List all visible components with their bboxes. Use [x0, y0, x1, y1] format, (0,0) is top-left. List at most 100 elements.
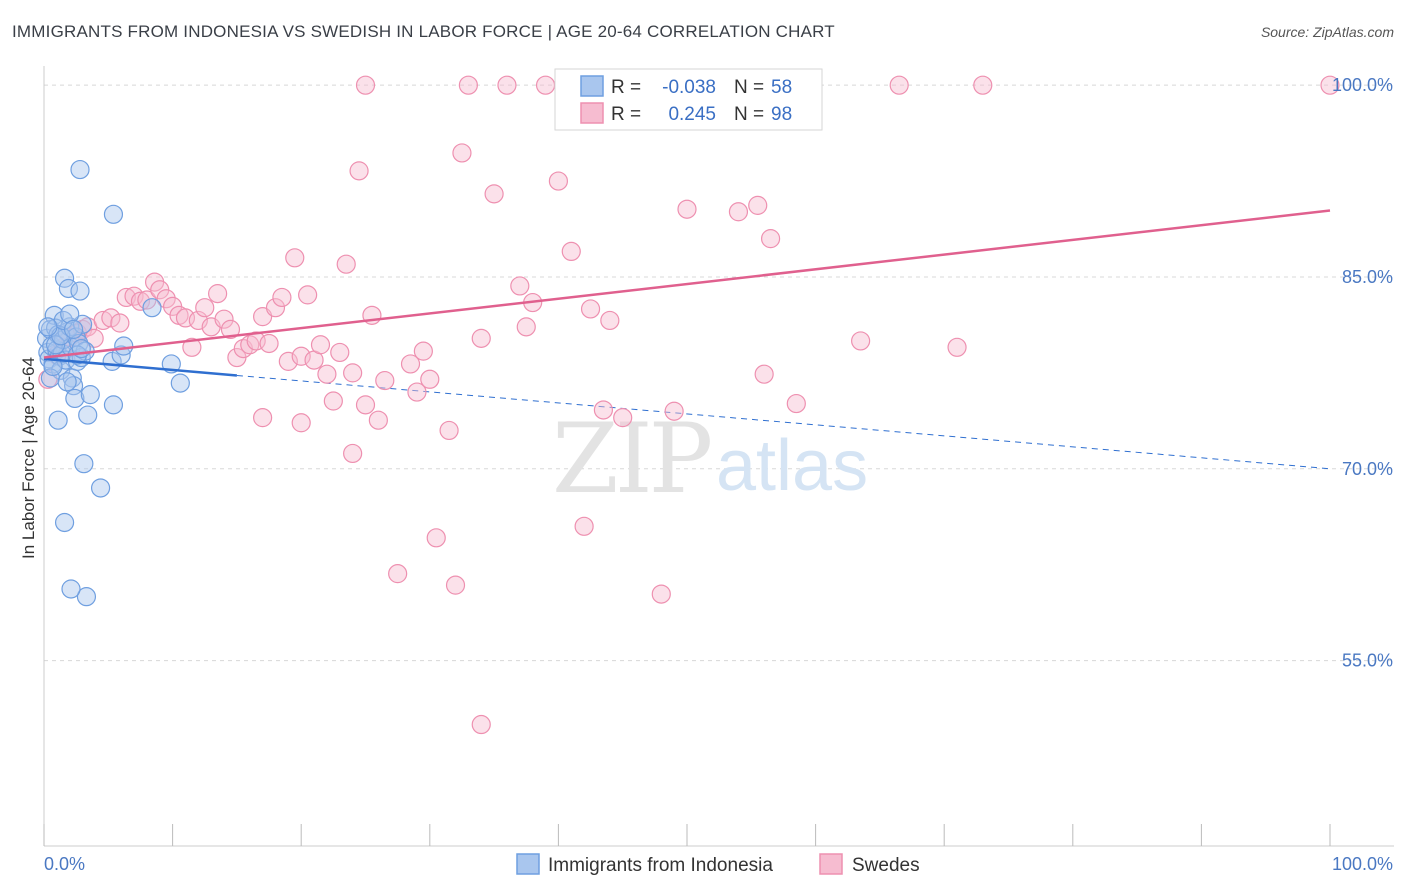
point-swedes-27 [220, 319, 241, 340]
point-swedes-79 [664, 401, 684, 421]
point-swedes-12 [124, 286, 144, 306]
point-indonesia-28 [72, 314, 93, 334]
point-indonesia-39 [60, 304, 80, 324]
point-swedes-88 [889, 75, 909, 95]
point-swedes-34 [265, 298, 286, 318]
stats-n-value-2: 98 [771, 104, 792, 125]
point-swedes-62 [484, 184, 504, 204]
point-swedes-45 [336, 254, 356, 274]
trend-swedes-solid [43, 209, 1331, 359]
y-tick-label-1: 70.0% [1342, 459, 1393, 479]
point-swedes-23 [195, 298, 215, 318]
point-swedes-8 [93, 310, 113, 331]
point-swedes-36 [278, 351, 298, 371]
point-indonesia-34 [45, 335, 66, 355]
point-swedes-69 [561, 241, 581, 262]
watermark-atlas: atlas [716, 426, 868, 506]
point-swedes-86 [786, 393, 806, 414]
point-swedes-58 [445, 575, 466, 595]
point-indonesia-47 [90, 478, 111, 498]
point-swedes-65 [516, 317, 536, 337]
point-swedes-55 [420, 369, 440, 389]
y-tick-label-2: 85.0% [1342, 267, 1393, 287]
point-swedes-43 [323, 391, 343, 411]
point-swedes-67 [535, 75, 556, 95]
point-indonesia-46 [54, 512, 75, 533]
point-swedes-87 [851, 331, 871, 351]
point-swedes-72 [580, 299, 601, 319]
legend-swatch-swedes [819, 853, 843, 875]
point-indonesia-44 [76, 587, 97, 607]
point-swedes-61 [471, 328, 491, 348]
point-swedes-60 [458, 75, 478, 95]
series-legend: Immigrants from Indonesia Swedes [516, 853, 920, 876]
point-swedes-56 [426, 528, 446, 548]
point-swedes-68 [548, 171, 569, 191]
point-swedes-53 [407, 382, 427, 402]
grid-lines [44, 84, 1394, 662]
point-indonesia-38 [57, 372, 77, 392]
point-indonesia-22 [65, 388, 85, 409]
stats-legend-box: R = -0.038 N = 58 R = 0.245 N = 98 [554, 68, 823, 131]
point-swedes-11 [116, 287, 136, 308]
trend-lines [236, 374, 1331, 470]
point-swedes-51 [388, 564, 408, 584]
point-swedes-84 [754, 364, 774, 384]
point-swedes-42 [317, 364, 337, 384]
trend-indonesia-dashed [236, 374, 1331, 470]
point-swedes-38 [291, 346, 311, 366]
point-swedes-44 [330, 342, 350, 363]
point-indonesia-26 [70, 281, 90, 301]
point-indonesia-51 [103, 395, 124, 415]
point-indonesia-57 [38, 317, 58, 337]
point-swedes-89 [947, 337, 967, 357]
point-indonesia-30 [78, 405, 98, 425]
chart-title: IMMIGRANTS FROM INDONESIA VS SWEDISH IN … [12, 22, 835, 41]
point-swedes-93 [253, 408, 273, 428]
stats-n-label-1: N = [734, 77, 764, 98]
point-indonesia-52 [142, 298, 162, 318]
point-swedes-10 [110, 313, 130, 333]
scatter-points [36, 75, 1340, 735]
point-swedes-33 [259, 333, 279, 354]
point-swedes-26 [214, 309, 234, 329]
x-tick-label-0: 0.0% [44, 854, 85, 874]
point-indonesia-40 [63, 319, 84, 340]
point-swedes-17 [156, 289, 176, 309]
point-swedes-9 [101, 308, 121, 328]
point-swedes-59 [452, 143, 472, 163]
point-swedes-82 [728, 202, 749, 222]
y-tick-label-3: 100.0% [1332, 75, 1393, 95]
axes [43, 66, 1394, 847]
point-swedes-37 [285, 248, 305, 268]
stats-n-value-1: 58 [771, 77, 792, 98]
point-swedes-94 [291, 413, 311, 433]
point-indonesia-14 [54, 268, 75, 288]
legend-label-swedes: Swedes [852, 855, 920, 876]
y-tick-labels: 55.0% 70.0% 85.0% 100.0% [1332, 75, 1393, 670]
stats-swatch-pink [580, 102, 604, 124]
point-swedes-21 [182, 337, 202, 357]
point-swedes-63 [497, 75, 517, 95]
point-swedes-25 [208, 284, 228, 304]
point-indonesia-50 [114, 336, 134, 356]
stats-r-label-1: R = [611, 77, 641, 98]
point-swedes-96 [368, 410, 388, 430]
point-swedes-73 [593, 400, 614, 420]
point-swedes-54 [413, 341, 433, 361]
point-swedes-77 [651, 584, 671, 604]
stats-r-value-1: -0.038 [662, 77, 716, 98]
point-indonesia-35 [48, 410, 68, 430]
trend-indonesia-solid [43, 357, 238, 377]
x-tick-label-1: 100.0% [1332, 854, 1393, 874]
point-swedes-80 [677, 199, 697, 219]
point-swedes-13 [130, 291, 151, 311]
point-swedes-85 [760, 229, 781, 249]
trend-lines-solid [43, 209, 1331, 377]
point-swedes-46 [343, 443, 363, 464]
source-credit: Source: ZipAtlas.com [1260, 24, 1394, 40]
point-swedes-41 [310, 335, 331, 355]
point-indonesia-43 [74, 454, 94, 474]
point-swedes-75 [613, 408, 633, 428]
